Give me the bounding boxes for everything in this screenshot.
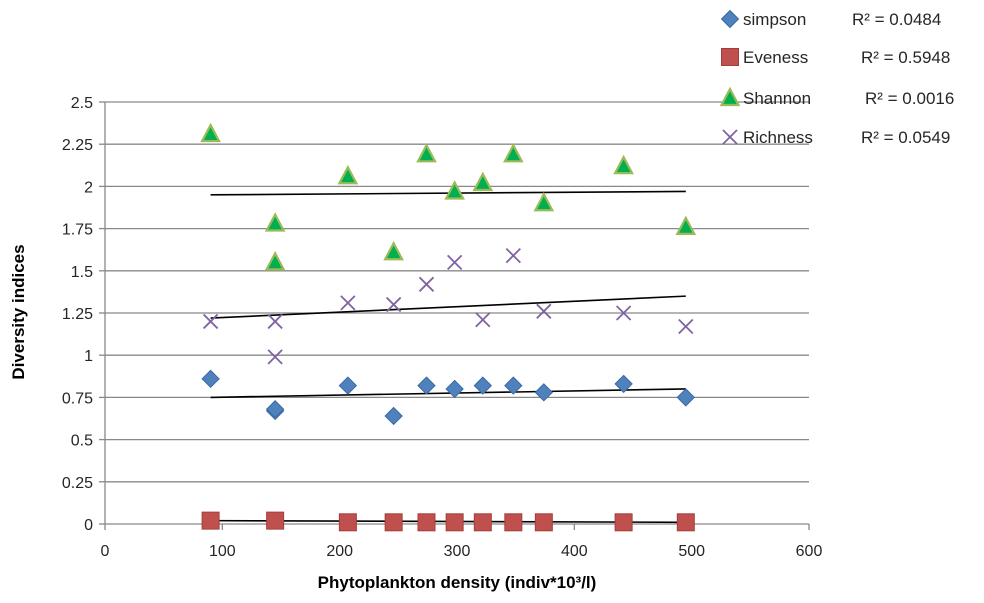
point-simpson xyxy=(504,376,523,395)
point-eveness xyxy=(338,513,357,532)
y-tick-label: 2.25 xyxy=(62,137,93,154)
point-simpson xyxy=(265,400,285,419)
gridlines xyxy=(105,101,809,483)
y-tick-label: 1.5 xyxy=(71,264,93,281)
point-richness xyxy=(536,303,552,319)
x-tick-label: 400 xyxy=(561,543,588,560)
point-richness xyxy=(418,276,435,292)
legend-label-richness: Richness xyxy=(743,128,813,147)
point-shannon xyxy=(200,122,221,143)
point-simpson xyxy=(201,369,220,389)
legend-marker-shannon xyxy=(719,86,741,107)
y-tick-label: 2 xyxy=(84,179,93,196)
legend-marker-simpson xyxy=(720,9,740,29)
point-richness xyxy=(615,305,632,321)
point-shannon xyxy=(444,180,465,200)
point-shannon xyxy=(613,154,634,175)
axes: 0 0.25 0.5 0.75 1 1.25 1.5 1.75 2 2.25 2.5 0 100 200 3… xyxy=(62,95,823,560)
y-tick-label: 0.75 xyxy=(62,390,93,407)
point-richness xyxy=(202,313,219,330)
point-richness xyxy=(475,312,491,328)
point-eveness xyxy=(266,511,285,530)
point-richness xyxy=(267,313,283,330)
point-richness xyxy=(386,296,402,313)
point-richness xyxy=(340,295,356,311)
point-eveness xyxy=(614,513,633,532)
x-tick-label: 0 xyxy=(101,543,110,560)
legend-marker-richness xyxy=(722,129,738,145)
point-shannon xyxy=(264,251,286,271)
point-richness xyxy=(447,254,463,270)
point-eveness xyxy=(473,513,492,532)
r2-label-richness: R² = 0.0549 xyxy=(861,128,950,147)
point-eveness xyxy=(445,513,464,532)
point-simpson xyxy=(338,376,358,395)
legend-marker-eveness xyxy=(721,48,739,66)
y-tick-label: 0.5 xyxy=(71,433,93,450)
x-tick-label: 100 xyxy=(209,543,236,560)
y-tick-label: 0 xyxy=(84,517,93,534)
trendline-simpson xyxy=(210,388,686,399)
point-richness xyxy=(267,349,283,365)
trendlines xyxy=(210,190,686,524)
point-eveness xyxy=(417,513,436,532)
point-shannon xyxy=(337,164,359,185)
point-eveness xyxy=(384,513,403,532)
r2-label-shannon: R² = 0.0016 xyxy=(865,89,954,108)
trendline-richness xyxy=(210,295,686,319)
x-tick-label: 500 xyxy=(678,543,705,560)
x-tick-label: 200 xyxy=(326,543,353,560)
x-axis-title: Phytoplankton density (indiv*10³/l) xyxy=(318,573,597,592)
legend-label-simpson: simpson xyxy=(743,10,806,29)
x-tick-label: 300 xyxy=(444,543,471,560)
point-simpson xyxy=(614,374,633,394)
x-tick-label: 600 xyxy=(796,543,823,560)
point-shannon xyxy=(675,215,697,236)
point-shannon xyxy=(502,142,524,163)
point-simpson xyxy=(676,388,696,407)
point-eveness xyxy=(201,511,220,530)
point-simpson xyxy=(534,383,554,402)
legend-label-eveness: Eveness xyxy=(743,48,808,67)
data-points xyxy=(200,122,697,532)
point-eveness xyxy=(676,513,695,532)
point-shannon xyxy=(264,212,286,232)
point-shannon xyxy=(383,240,404,261)
point-simpson xyxy=(417,376,436,395)
point-eveness xyxy=(534,513,553,532)
y-tick-label: 2.5 xyxy=(71,95,93,112)
y-tick-label: 1 xyxy=(84,348,93,365)
point-simpson xyxy=(445,379,464,399)
r2-label-simpson: R² = 0.0484 xyxy=(852,10,941,29)
point-shannon xyxy=(533,191,555,212)
point-eveness xyxy=(504,513,523,532)
y-tick-label: 1.75 xyxy=(62,222,93,239)
legend-label-shannon: Shannon xyxy=(743,89,811,108)
point-richness xyxy=(678,318,694,335)
y-axis-title: Diversity indices xyxy=(9,244,28,379)
point-richness xyxy=(505,247,521,264)
r2-label-eveness: R² = 0.5948 xyxy=(861,48,950,67)
point-shannon xyxy=(472,171,494,192)
point-simpson xyxy=(473,376,493,395)
y-tick-label: 0.25 xyxy=(62,475,93,492)
point-shannon xyxy=(416,142,437,163)
point-simpson xyxy=(384,406,403,426)
legend: simpson R² = 0.0484 Eveness R² = 0.5948 Shan… xyxy=(719,9,954,147)
y-tick-label: 1.25 xyxy=(62,306,93,323)
